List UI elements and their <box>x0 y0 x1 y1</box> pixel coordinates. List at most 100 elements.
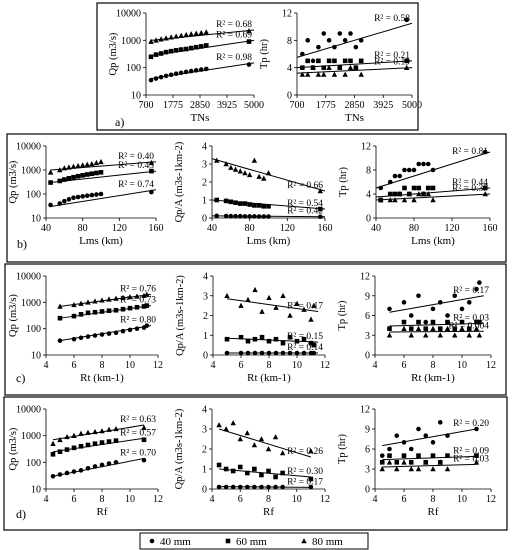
chart-4-s2-point <box>406 191 412 197</box>
chart-3-s1-point <box>233 200 238 205</box>
chart-6-s1-point <box>266 338 272 344</box>
chart-6-ytick-label: 4 <box>203 272 208 283</box>
chart-4-s2-point <box>482 191 488 197</box>
chart-4-ytick-label: 12 <box>361 142 371 153</box>
chart-8-s1-point <box>57 449 63 455</box>
chart-4-s2-r2: R² = 0.37 <box>452 184 488 194</box>
chart-8-ytick-label: 10000 <box>16 405 41 416</box>
chart-5-ytick-label: 1000 <box>21 298 41 309</box>
chart-1-s1-point <box>348 58 353 64</box>
chart-8-ytick-label: 10 <box>31 485 41 496</box>
chart-5-s1-point <box>85 310 91 316</box>
chart-9-s1-point <box>216 462 222 468</box>
chart-10-s0-point <box>394 433 400 438</box>
chart-6-s2-point <box>308 316 314 322</box>
chart-9-ytick-label: 1 <box>202 465 207 476</box>
chart-5-xtick-label: 10 <box>125 360 135 371</box>
chart-3-s2-point <box>242 170 248 176</box>
chart-1-xtick-label: 700 <box>290 100 305 111</box>
chart-2-xtick-label: 80 <box>78 223 88 234</box>
chart-3-s2-point <box>317 188 323 194</box>
chart-4-s1-point <box>392 191 398 197</box>
chart-3-ytick-label: 3 <box>202 160 207 171</box>
chart-6-s1-point <box>280 340 286 346</box>
chart-7-s0-point <box>408 313 414 318</box>
chart-0-s2-point <box>203 29 209 35</box>
chart-4-s2-point <box>392 197 398 203</box>
chart-2-s2-point <box>61 165 68 171</box>
chart-4-ylabel: Tp (hr) <box>338 166 349 197</box>
chart-8-ytick-label: 1000 <box>21 431 41 442</box>
chart-8-s1-point <box>92 441 98 446</box>
chart-4-s1-point <box>430 185 436 191</box>
chart-5-s2-r2: R² = 0.76 <box>120 284 156 294</box>
chart-10-ylabel: Tp (hr) <box>337 433 348 464</box>
chart-0-s2-trendline <box>150 29 255 41</box>
chart-1-xlabel: TNs <box>345 112 364 124</box>
chart-3-s2-point <box>223 161 229 167</box>
chart-6-ytick-label: 1 <box>203 331 208 342</box>
chart-9-s2-point <box>216 422 222 428</box>
chart-5-ytick-label: 100 <box>26 324 41 335</box>
chart-8-s2-point <box>64 433 70 440</box>
chart-8-s2-point <box>141 424 147 430</box>
panel-frame-0 <box>96 2 419 131</box>
chart-0-s0-point <box>153 76 159 81</box>
chart-10-s0-point <box>379 453 385 458</box>
chart-10-ytick-label: 3 <box>365 465 370 476</box>
chart-3-s1-point <box>261 204 267 209</box>
chart-4-s1-trendline <box>375 187 491 198</box>
chart-4-s1-point <box>425 185 431 191</box>
chart-7-s0-trendline <box>389 295 484 313</box>
chart-1-s1-point <box>305 58 310 64</box>
chart-0-s1-point <box>163 49 169 55</box>
chart-2-s1-point <box>71 174 76 180</box>
chart-3-s1-point <box>237 201 243 206</box>
chart-8-s1-point <box>71 445 77 451</box>
chart-5-s2-point <box>99 297 105 303</box>
chart-9-ytick-label: 2 <box>202 445 207 456</box>
chart-7-s2-point <box>473 325 480 331</box>
chart-4-s0-point <box>416 161 422 167</box>
chart-1-s1-point <box>358 58 364 64</box>
chart-9-s2-point <box>279 450 286 456</box>
chart-4-s0-point <box>392 173 398 179</box>
chart-9-s2-point <box>237 436 243 442</box>
chart-8-xtick-label: 8 <box>100 494 105 505</box>
chart-3-xtick-label: 80 <box>245 223 255 234</box>
chart-1-ytick-label: 8 <box>287 36 292 47</box>
chart-6-s1-point <box>259 334 265 340</box>
chart-9-s2-trendline <box>218 428 312 458</box>
chart-1-s1-point <box>332 58 337 64</box>
chart-0-ylabel: Qp (m3/s) <box>108 32 119 75</box>
chart-1-s1-point <box>321 65 327 70</box>
chart-2-s2-point <box>98 158 104 165</box>
chart-6-ytick-label: 2 <box>203 311 208 322</box>
chart-7-s0-point <box>423 319 429 325</box>
chart-2-ytick-label: 1000 <box>21 166 41 177</box>
legend-marker-0 <box>149 538 155 544</box>
chart-4-s1-point <box>411 185 417 191</box>
chart-10-s1-point <box>445 453 450 458</box>
chart-9-s2-point <box>258 436 265 442</box>
legend-marker-1 <box>225 538 231 544</box>
chart-6-s1-point <box>273 336 279 342</box>
chart-7-s1-point <box>401 319 407 325</box>
chart-7-s1-point <box>459 319 465 325</box>
chart-5-s0-point <box>71 336 77 342</box>
chart-7-s2-point <box>444 325 451 331</box>
chart-10-s1-point <box>387 453 392 458</box>
chart-2-s2-point <box>70 163 77 169</box>
chart-1-s2-point <box>299 71 306 77</box>
chart-2-ytick-label: 10000 <box>16 142 41 153</box>
chart-10-s0-trendline <box>382 428 477 447</box>
chart-8-s1-point <box>78 443 84 449</box>
chart-9-s1-point <box>230 468 236 474</box>
chart-8-s1-point <box>99 440 105 445</box>
chart-4-s0-point <box>425 161 431 167</box>
chart-3-s1-trendline <box>211 199 326 210</box>
chart-7-ylabel: Tp (hr) <box>337 300 348 331</box>
chart-6-s2-point <box>294 300 300 306</box>
chart-6-xtick-label: 4 <box>211 360 216 371</box>
chart-9-s1-point <box>266 468 271 474</box>
